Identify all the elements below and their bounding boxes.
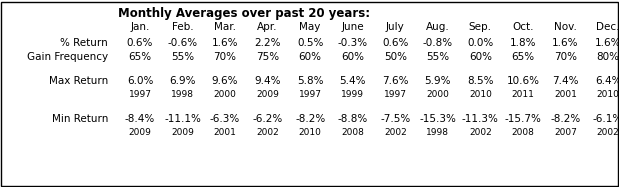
Text: -8.8%: -8.8%: [337, 114, 368, 124]
Text: 6.9%: 6.9%: [169, 76, 196, 86]
Text: Sep.: Sep.: [469, 22, 492, 32]
Text: 1.6%: 1.6%: [212, 38, 238, 48]
Text: 2009: 2009: [171, 128, 194, 137]
Text: 60%: 60%: [341, 52, 364, 62]
Text: 80%: 80%: [597, 52, 619, 62]
Text: Apr.: Apr.: [258, 22, 278, 32]
Text: 6.4%: 6.4%: [595, 76, 619, 86]
Text: -15.7%: -15.7%: [504, 114, 542, 124]
Text: -8.2%: -8.2%: [550, 114, 581, 124]
Text: 0.6%: 0.6%: [382, 38, 409, 48]
Text: 2.2%: 2.2%: [254, 38, 281, 48]
Text: 10.6%: 10.6%: [506, 76, 539, 86]
Text: 2009: 2009: [129, 128, 152, 137]
Text: 1999: 1999: [341, 90, 364, 99]
Text: 2008: 2008: [511, 128, 534, 137]
Text: Feb.: Feb.: [171, 22, 193, 32]
Text: 0.6%: 0.6%: [127, 38, 153, 48]
Text: 2010: 2010: [469, 90, 492, 99]
Text: 1.8%: 1.8%: [509, 38, 536, 48]
Text: Gain Frequency: Gain Frequency: [27, 52, 108, 62]
Text: Oct.: Oct.: [512, 22, 534, 32]
Text: -0.3%: -0.3%: [338, 38, 368, 48]
Text: 5.4%: 5.4%: [339, 76, 366, 86]
Text: Aug.: Aug.: [426, 22, 449, 32]
Text: 2002: 2002: [384, 128, 407, 137]
Text: 2001: 2001: [554, 90, 577, 99]
Text: -7.5%: -7.5%: [380, 114, 410, 124]
Text: 65%: 65%: [511, 52, 534, 62]
Text: 7.6%: 7.6%: [382, 76, 409, 86]
Text: -6.2%: -6.2%: [253, 114, 283, 124]
Text: Jan.: Jan.: [131, 22, 150, 32]
Text: 9.6%: 9.6%: [212, 76, 238, 86]
Text: July: July: [386, 22, 405, 32]
Text: 1997: 1997: [299, 90, 322, 99]
Text: 2009: 2009: [256, 90, 279, 99]
Text: 7.4%: 7.4%: [552, 76, 579, 86]
Text: 1998: 1998: [426, 128, 449, 137]
Text: -8.2%: -8.2%: [295, 114, 326, 124]
Text: 2011: 2011: [511, 90, 534, 99]
Text: 8.5%: 8.5%: [467, 76, 493, 86]
Text: 75%: 75%: [256, 52, 279, 62]
Text: 2002: 2002: [256, 128, 279, 137]
Text: 6.0%: 6.0%: [127, 76, 153, 86]
Text: 1997: 1997: [129, 90, 152, 99]
Text: 2000: 2000: [214, 90, 236, 99]
Text: -6.3%: -6.3%: [210, 114, 240, 124]
Text: June: June: [342, 22, 364, 32]
Text: -8.4%: -8.4%: [125, 114, 155, 124]
Text: 55%: 55%: [426, 52, 449, 62]
Text: 1.6%: 1.6%: [552, 38, 579, 48]
Text: -15.3%: -15.3%: [420, 114, 456, 124]
Text: Dec.: Dec.: [596, 22, 619, 32]
Text: May: May: [300, 22, 321, 32]
Text: -11.3%: -11.3%: [462, 114, 499, 124]
Text: 1998: 1998: [171, 90, 194, 99]
Text: Min Return: Min Return: [51, 114, 108, 124]
Text: 2001: 2001: [214, 128, 236, 137]
Text: Mar.: Mar.: [214, 22, 236, 32]
Text: Max Return: Max Return: [49, 76, 108, 86]
Text: 55%: 55%: [171, 52, 194, 62]
Text: 0.5%: 0.5%: [297, 38, 323, 48]
Text: 2008: 2008: [341, 128, 364, 137]
Text: 60%: 60%: [469, 52, 492, 62]
Text: Monthly Averages over past 20 years:: Monthly Averages over past 20 years:: [118, 7, 370, 20]
Text: 2007: 2007: [554, 128, 577, 137]
Text: 5.8%: 5.8%: [297, 76, 324, 86]
Text: 70%: 70%: [214, 52, 236, 62]
Text: 2010: 2010: [597, 90, 619, 99]
Text: Nov.: Nov.: [554, 22, 577, 32]
Text: 9.4%: 9.4%: [254, 76, 281, 86]
Text: 5.9%: 5.9%: [425, 76, 451, 86]
Text: 1.6%: 1.6%: [595, 38, 619, 48]
Text: % Return: % Return: [60, 38, 108, 48]
Text: 0.0%: 0.0%: [467, 38, 493, 48]
Text: -11.1%: -11.1%: [164, 114, 201, 124]
Text: 60%: 60%: [299, 52, 322, 62]
Text: 2010: 2010: [299, 128, 322, 137]
Text: 1997: 1997: [384, 90, 407, 99]
Text: 70%: 70%: [554, 52, 577, 62]
Text: 65%: 65%: [128, 52, 152, 62]
Text: 2000: 2000: [426, 90, 449, 99]
Text: -0.8%: -0.8%: [423, 38, 453, 48]
Text: 2002: 2002: [597, 128, 619, 137]
Text: -0.6%: -0.6%: [168, 38, 197, 48]
Text: -6.1%: -6.1%: [593, 114, 619, 124]
Text: 2002: 2002: [469, 128, 491, 137]
Text: 50%: 50%: [384, 52, 407, 62]
